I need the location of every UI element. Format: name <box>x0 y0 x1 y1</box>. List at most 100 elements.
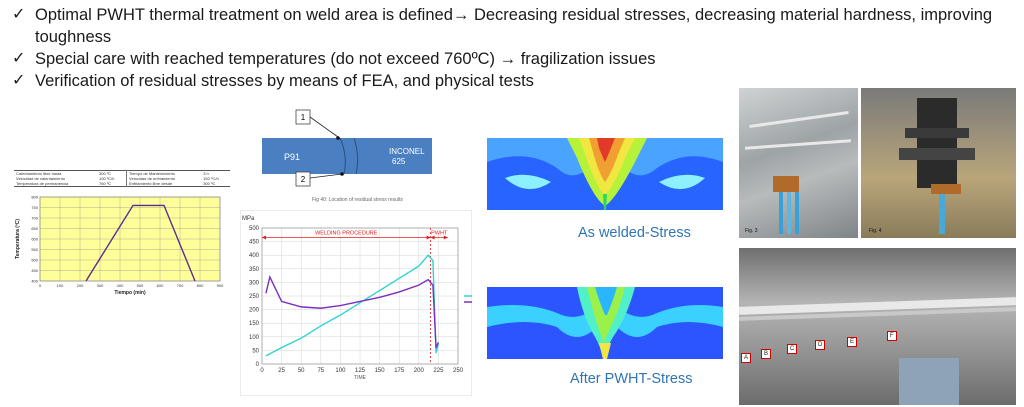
x-tick-label: 100 <box>335 368 346 374</box>
marker-2-label: 2 <box>301 175 306 184</box>
strain-gauge-label-c: C <box>787 344 798 354</box>
x-tick-label: 25 <box>278 368 285 374</box>
table-cell: 300 ºC <box>203 181 216 186</box>
fea-as-welded-image <box>487 138 723 210</box>
x-tick-label: 600 <box>157 283 164 288</box>
arrow-head <box>262 235 266 240</box>
table-row: Calentamiento libre hasta 300 ºC Tiempo … <box>14 170 230 176</box>
as-welded-caption: As welded-Stress <box>578 225 691 241</box>
y-tick-label: 500 <box>31 258 38 263</box>
check-icon: ✓ <box>12 6 26 23</box>
fea-after-pwht-image <box>487 287 723 359</box>
x-tick-label: 0 <box>39 283 42 288</box>
bullet-1: ✓ Optimal PWHT thermal treatment on weld … <box>8 4 1018 48</box>
y-tick-label: 400 <box>31 279 38 284</box>
x-tick-label: 150 <box>375 368 386 374</box>
pwht-temperature-chart: 400 450 500 550 600 650 700 750 800 0 100 200 300 400… <box>15 195 224 297</box>
y-tick-label: 150 <box>249 321 260 327</box>
table-row: Velocidad de calentamiento 100 ºC/h Velo… <box>14 176 230 181</box>
table-cell: 760 ºC <box>99 181 112 186</box>
temperature-line <box>85 204 196 282</box>
y-tick-label: 450 <box>31 268 38 273</box>
marker-leader <box>309 173 343 179</box>
y-tick-label: 50 <box>252 348 259 354</box>
y-tick-label: 100 <box>249 335 260 341</box>
y-axis-label: Temperatura (ºC) <box>15 219 21 259</box>
table-cell: Tiempo de Mantenimiento <box>126 170 202 176</box>
weld-location-diagram: P91 INCONEL 625 1 2 Fig 40: Location of … <box>262 109 432 203</box>
p91-label: P91 <box>284 152 300 162</box>
arrow-head <box>430 235 435 240</box>
bullet-3: ✓ Verification of residual stresses by me… <box>8 70 1018 92</box>
x-tick-label: 300 <box>97 283 104 288</box>
x-tick-label: 75 <box>317 368 324 374</box>
table-cell: Temperatura de permanencia <box>16 181 69 186</box>
inconel-grade-label: 625 <box>392 157 406 166</box>
y-tick-label: 700 <box>31 216 38 221</box>
annotation-label: WELDING PROCEDURE <box>315 231 378 237</box>
y-tick-label: 400 <box>249 253 260 259</box>
marker-dot <box>336 136 340 140</box>
x-tick-label: 500 <box>137 283 144 288</box>
marker-1-label: 1 <box>301 113 306 122</box>
strain-gauge-label-b: B <box>761 349 772 359</box>
check-icon: ✓ <box>12 50 26 67</box>
weld-photo-fig4: Fig. 4 <box>861 88 1016 238</box>
marker-leader <box>309 116 339 138</box>
weld-bead-line <box>339 137 346 175</box>
plot-area <box>261 227 459 365</box>
y-tick-label: 500 <box>249 226 260 232</box>
fig4-label: Fig. 4 <box>869 228 882 234</box>
bullet-text-2: Special care with reached temperatures (… <box>35 50 656 68</box>
bullet-text-1: Optimal PWHT thermal treatment on weld a… <box>35 6 993 46</box>
table-cell: Velocidad de calentamiento <box>16 176 65 181</box>
x-tick-label: 125 <box>355 368 366 374</box>
y-tick-label: 650 <box>31 226 38 231</box>
weld-bead-line <box>353 137 359 175</box>
residual-stress-chart: MPa 0 50 100 150 200 250 300 350 400 450 500 0 25 50 75… <box>240 210 472 396</box>
y-tick-label: 350 <box>249 267 260 273</box>
y-tick-label: 800 <box>31 195 38 200</box>
marker-dot <box>340 172 344 176</box>
table-cell: Calentamiento libre hasta <box>16 171 62 176</box>
x-axis-label: Tiempo (min) <box>114 290 146 296</box>
x-tick-label: 800 <box>197 283 204 288</box>
bullet-list: ✓ Optimal PWHT thermal treatment on weld … <box>8 4 1018 92</box>
x-tick-label: 200 <box>77 283 84 288</box>
bullet-2: ✓ Special care with reached temperatures … <box>8 48 1018 70</box>
y-tick-label: 450 <box>249 240 260 246</box>
x-tick-label: 700 <box>177 283 184 288</box>
y-tick-label: 0 <box>256 362 260 368</box>
x-tick-label: 175 <box>394 368 405 374</box>
series-line-1 <box>265 254 440 357</box>
x-tick-label: 900 <box>217 283 224 288</box>
x-axis-label: TIME <box>354 375 367 381</box>
x-tick-label: 225 <box>433 368 444 374</box>
inconel-label: INCONEL <box>389 147 425 156</box>
x-tick-label: 400 <box>117 283 124 288</box>
weld-plate <box>262 138 432 174</box>
strain-gauge-label-d: D <box>815 340 826 350</box>
bullet-text-3: Verification of residual stresses by mea… <box>35 72 534 90</box>
table-cell: Velocidad de enfriamiento <box>126 176 202 181</box>
weld-photo-fig3: Fig. 3 <box>739 88 858 238</box>
x-tick-label: 100 <box>57 283 64 288</box>
y-tick-label: 300 <box>249 280 260 286</box>
x-tick-label: 200 <box>414 368 425 374</box>
check-icon: ✓ <box>12 72 26 89</box>
strain-gauge-label-e: E <box>847 337 858 347</box>
marker-box-2 <box>295 171 311 187</box>
strain-gauge-label-f: F <box>887 331 897 341</box>
y-axis-label: MPa <box>242 216 255 222</box>
table-row: Temperatura de permanencia 760 ºC Enfria… <box>14 181 230 187</box>
y-tick-label: 200 <box>249 308 260 314</box>
x-tick-label: 50 <box>298 368 305 374</box>
after-pwht-caption: After PWHT-Stress <box>570 371 693 387</box>
arrow-head <box>443 235 448 240</box>
x-tick-label: 250 <box>453 368 464 374</box>
y-tick-label: 250 <box>249 294 260 300</box>
table-cell: 100 ºC/h <box>99 176 115 181</box>
strain-gauge-label-a: A <box>741 353 752 363</box>
y-tick-label: 550 <box>31 247 38 252</box>
weld-diagram-caption: Fig 40: Location of residual stress resu… <box>312 197 403 203</box>
